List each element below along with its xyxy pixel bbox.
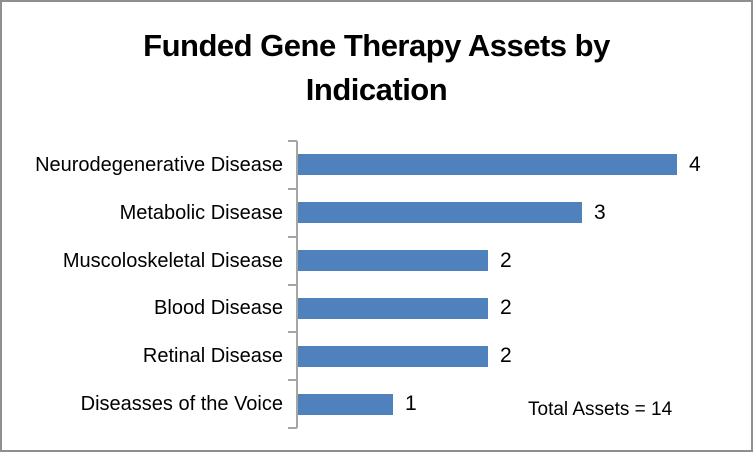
axis-tick [288, 379, 297, 381]
axis-tick [288, 140, 297, 142]
category-label: Blood Disease [154, 297, 283, 319]
axis-tick [288, 236, 297, 238]
value-label: 2 [500, 249, 512, 272]
axis-tick [288, 284, 297, 286]
bar [298, 154, 677, 175]
category-label: Neurodegenerative Disease [35, 154, 283, 176]
bar [298, 394, 393, 415]
category-label: Muscoloskeletal Disease [62, 250, 283, 272]
bar [298, 298, 488, 319]
category-axis-line [296, 141, 298, 428]
category-label: Retinal Disease [142, 345, 283, 367]
axis-tick [288, 188, 297, 190]
category-label: Diseasses of the Voice [80, 393, 283, 415]
value-label: 2 [500, 344, 512, 367]
value-label: 4 [689, 153, 701, 176]
value-label: 3 [594, 201, 606, 224]
category-label: Metabolic Disease [119, 202, 283, 224]
chart-title: Funded Gene Therapy Assets by Indication [143, 28, 610, 107]
value-label: 2 [500, 296, 512, 319]
bar [298, 250, 488, 271]
axis-tick [288, 331, 297, 333]
value-label: 1 [405, 392, 417, 415]
bar [298, 202, 582, 223]
total-assets-note: Total Assets = 14 [528, 399, 673, 420]
bar [298, 346, 488, 367]
axis-tick [288, 427, 297, 429]
